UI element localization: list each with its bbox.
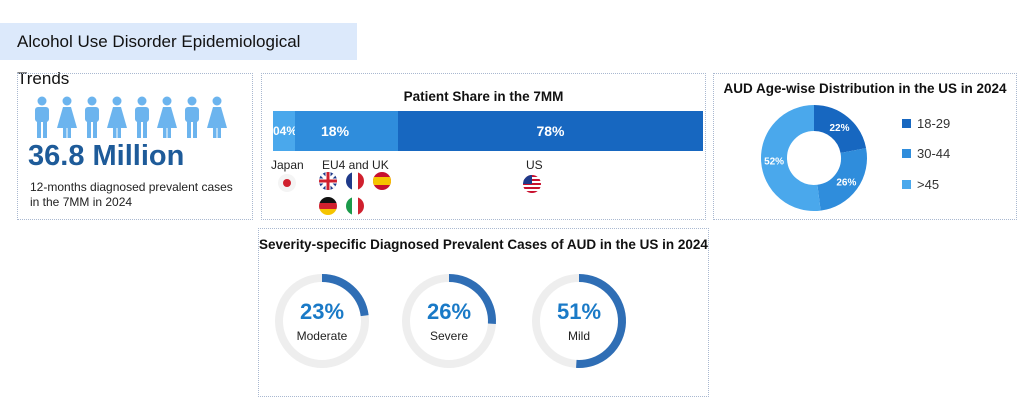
severity-percent: 26% (426, 299, 472, 324)
severity-label: Severe (429, 329, 469, 343)
male-person-icon (85, 96, 99, 138)
page-title: Alcohol Use Disorder Epidemiological Tre… (0, 23, 357, 88)
france-flag-icon (346, 172, 364, 190)
donut-slice-18-29 (813, 105, 867, 154)
us-flag-icon (523, 175, 541, 193)
severity-ring-mild (532, 274, 626, 368)
spain-flag-icon (373, 172, 391, 190)
female-person-icon (107, 96, 127, 138)
male-person-icon (135, 96, 149, 138)
severity-label: Mild (567, 329, 590, 343)
chart-title: Severity-specific Diagnosed Prevalent Ca… (259, 237, 708, 252)
prevalence-caption-1: 12-months diagnosed prevalent cases (30, 180, 233, 194)
severity-percent: 23% (299, 299, 345, 324)
legend-item: 30-44 (902, 146, 950, 161)
prevalence-value: 36.8 Million (28, 140, 185, 172)
japan-flag-icon (278, 174, 296, 192)
donut-slice->45 (761, 105, 821, 211)
data-label: 22% (829, 123, 849, 134)
bar-segment-eu4-uk: 18% (295, 111, 398, 151)
legend-item: >45 (902, 177, 939, 192)
data-label: 26% (836, 178, 856, 189)
donut-slice-30-44 (816, 148, 867, 211)
people-icons (35, 96, 227, 138)
bar-segment-japan: 04% (273, 111, 297, 151)
age-donut-chart: 22% 26% 52% (761, 105, 867, 211)
severity-percent: 51% (556, 299, 602, 324)
germany-flag-icon (319, 197, 337, 215)
male-person-icon (35, 96, 49, 138)
severity-ring-severe (402, 274, 496, 368)
bar-segment-us: 78% (398, 111, 703, 151)
italy-flag-icon (346, 197, 364, 215)
female-person-icon (207, 96, 227, 138)
prevalence-caption-2: in the 7MM in 2024 (30, 195, 133, 209)
age-distribution-card: AUD Age-wise Distribution in the US in 2… (713, 73, 1017, 220)
label-eu4-uk: EU4 and UK (322, 158, 389, 172)
label-japan: Japan (271, 158, 304, 172)
uk-flag-icon (319, 172, 337, 190)
severity-label: Moderate (296, 329, 348, 343)
patient-share-card: Patient Share in the 7MM 04% 18% 78% Jap… (261, 73, 706, 220)
severity-card: Severity-specific Diagnosed Prevalent Ca… (258, 228, 709, 397)
stacked-bar: 04% 18% 78% (273, 111, 703, 151)
data-label: 52% (764, 157, 784, 168)
prevalence-card: 36.8 Million 12-months diagnosed prevale… (17, 73, 253, 220)
male-person-icon (185, 96, 199, 138)
chart-title: AUD Age-wise Distribution in the US in 2… (723, 81, 1007, 96)
label-us: US (526, 158, 543, 172)
severity-ring-moderate (275, 274, 369, 368)
chart-title: Patient Share in the 7MM (403, 89, 564, 104)
female-person-icon (157, 96, 177, 138)
legend-item: 18-29 (902, 116, 950, 131)
female-person-icon (57, 96, 77, 138)
